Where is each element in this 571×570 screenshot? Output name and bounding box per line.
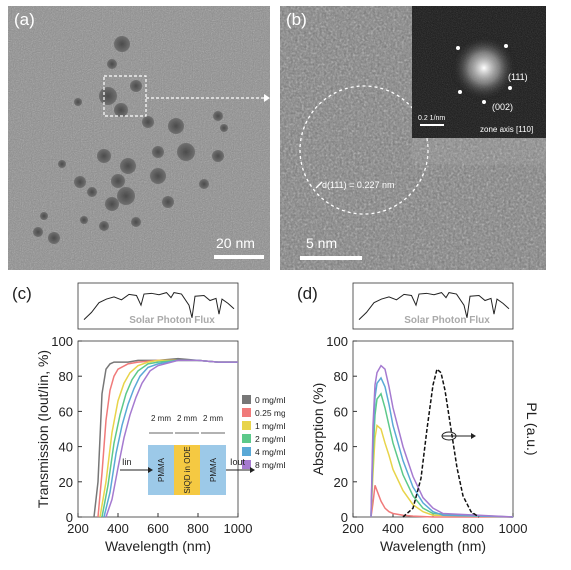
schematic-out-arrowhead [250,467,255,473]
y-tick-label: 80 [59,369,73,384]
x-axis-label: Wavelength (nm) [105,538,211,554]
series-line-3 [370,392,514,518]
solar-inset-label: Solar Photon Flux [404,315,490,326]
x-tick-label: 800 [187,521,209,536]
series-line-1 [370,485,513,518]
x-tick-label: 400 [382,521,404,536]
x-tick-label: 200 [67,521,89,536]
schematic-layer-label-1: PMMA [157,457,166,482]
zoom-box [103,75,147,117]
legend-label-2: 0.25 mg/mL [255,408,285,418]
legend-label-1: 0 mg/mL [255,395,285,405]
pl-axis-arrowhead [471,433,476,440]
y-axis-label: Transmission (Iout/Iin, %) [35,350,51,508]
series-line-2 [370,424,514,518]
schematic-output-label: Iout [230,457,246,467]
schematic-input-label: Iin [122,457,132,467]
series-line-6 [105,359,238,518]
chart-d: (d) Solar Photon Flux 200 400 600 800 1000 0 20 4… [297,282,540,554]
fft-scale-label: 0.2 1/nm [418,115,445,122]
scale-bar-a [214,255,264,259]
x-tick-label: 800 [462,521,484,536]
y-axis-label: Absorption (%) [310,383,326,476]
series-line-6 [402,367,480,518]
legend-label-4: 2 mg/mL [255,434,285,444]
legend-swatch-1 [242,395,251,404]
y-tick-label: 60 [334,404,348,419]
legend-swatch-4 [242,434,251,443]
tem-image-b: d(111) = 0.227 nm (111) (002) 0.2 1/nm z… [280,6,546,270]
schematic-in-arrowhead [148,467,153,473]
x-tick-label: 400 [107,521,129,536]
schematic-layer-2 [174,445,200,495]
x-tick-label: 600 [422,521,444,536]
legend-label-3: 1 mg/mL [255,421,285,431]
schematic-dim-3: 2 mm [203,414,223,423]
x-tick-label: 1000 [499,521,528,536]
legend-label-5: 4 mg/mL [255,447,285,457]
fft-inset: (111) (002) 0.2 1/nm zone axis [110] [412,6,546,138]
fft-111-label: (111) [508,72,528,82]
x-axis-label: Wavelength (nm) [380,538,486,554]
x-tick-label: 1000 [224,521,253,536]
y-tick-label: 0 [341,510,348,525]
legend-swatch-6 [242,460,251,469]
schematic-layer-label-2: SiQD in ODE [183,446,192,493]
y-tick-label: 80 [334,369,348,384]
schematic-dim-2: 2 mm [177,414,197,423]
panel-label: (d) [297,284,318,303]
d-spacing-label: d(111) = 0.227 nm [322,180,394,190]
panel-label-b: (b) [286,10,307,29]
y-tick-label: 100 [326,334,348,349]
solar-flux-line [83,292,235,320]
scale-text-b: 5 nm [306,235,338,251]
scale-bar-b [300,256,362,260]
y-tick-label: 40 [59,440,73,455]
y-tick-label: 20 [59,475,73,490]
schematic-layer-label-3: PMMA [209,457,218,482]
y-tick-label: 0 [66,510,73,525]
legend-label-6: 8 mg/mL [255,460,285,470]
y-tick-label: 40 [334,440,348,455]
nanoparticles-a [33,36,228,244]
x-tick-label: 600 [147,521,169,536]
legend-swatch-2 [242,408,251,417]
series-line-4 [370,376,514,518]
fft-002-label: (002) [492,102,513,112]
schematic-dim-1: 2 mm [151,414,171,423]
chart-c: (c) Solar Photon Flux 200 400 600 800 1000 0 20 4… [12,282,285,554]
legend-swatch-3 [242,421,251,430]
panel-label-a: (a) [14,10,35,29]
solar-inset-label: Solar Photon Flux [129,315,215,326]
solar-inset-frame [77,282,239,330]
y2-axis-label: PL (a.u.) [524,402,540,455]
fft-zone-label: zone axis [110] [480,125,533,134]
schematic-layer-3 [200,445,226,495]
y-tick-label: 20 [334,475,348,490]
tem-image-a: (a) 20 nm [8,6,270,270]
scale-text-a: 20 nm [216,235,255,251]
tem-a-svg [8,6,270,270]
particle-outline [299,85,429,215]
panel-label: (c) [12,284,32,303]
solar-inset-frame [352,282,514,330]
tem-b-svg: d(111) = 0.227 nm (111) (002) 0.2 1/nm z… [280,6,546,270]
y-tick-label: 60 [59,404,73,419]
x-tick-label: 200 [342,521,364,536]
legend-swatch-5 [242,447,251,456]
series-line-5 [370,364,514,518]
y-tick-label: 100 [51,334,73,349]
solar-flux-line [358,292,510,320]
